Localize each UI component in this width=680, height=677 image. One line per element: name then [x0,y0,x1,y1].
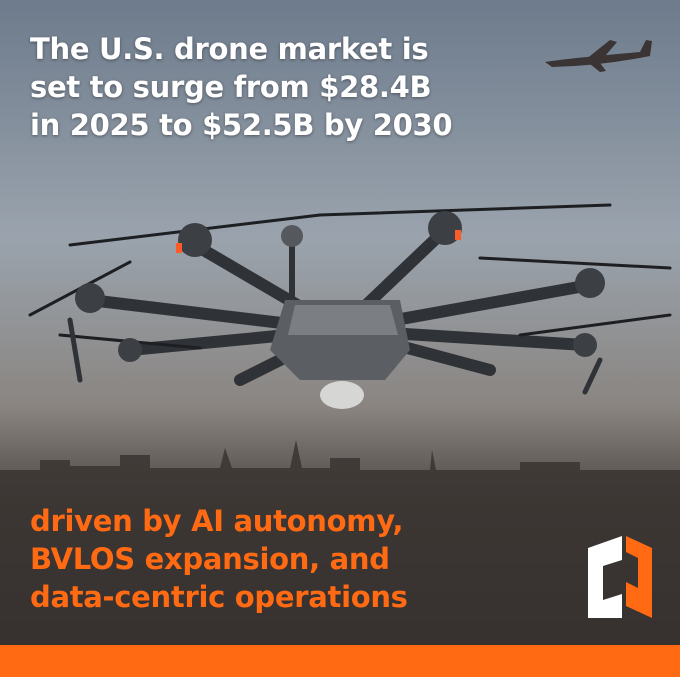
airplane [545,40,652,72]
headline-line: The U.S. drone market is [30,32,429,66]
subheadline: driven by AI autonomy, BVLOS expansion, … [30,502,408,616]
subheadline-line: data-centric operations [30,580,408,614]
headline-line: in 2025 to $52.5B by 2030 [30,108,453,142]
drone-body [75,211,605,409]
headline-line: set to surge from $28.4B [30,70,432,104]
logo [588,536,652,618]
footer-bar [0,645,680,677]
city-skyline [0,440,680,645]
subheadline-line: BVLOS expansion, and [30,542,390,576]
subheadline-line: driven by AI autonomy, [30,504,404,538]
headline: The U.S. drone market is set to surge fr… [30,30,453,144]
